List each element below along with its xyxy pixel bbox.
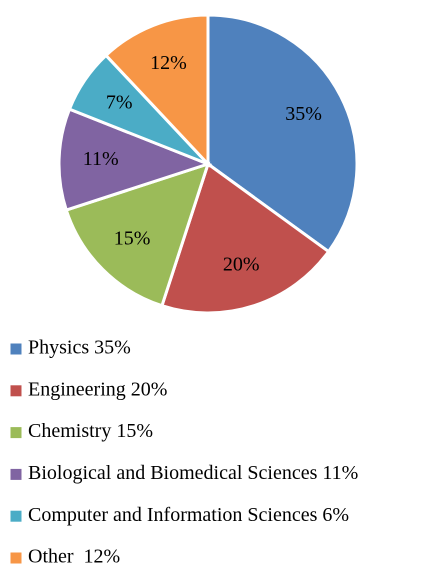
data-label: 12% <box>150 52 187 74</box>
legend-swatch <box>9 467 23 481</box>
legend-label: Computer and Information Sciences 6% <box>28 504 349 526</box>
pie-slice <box>206 13 359 254</box>
legend-swatch <box>9 426 23 440</box>
data-label: 15% <box>114 227 151 249</box>
legend-label: Chemistry 15% <box>28 420 153 442</box>
legend-label: Biological and Biomedical Sciences 11% <box>28 462 358 484</box>
data-label: 20% <box>223 254 260 276</box>
data-label: 11% <box>83 148 119 170</box>
legend-label: Physics 35% <box>28 337 131 359</box>
pie-slice <box>160 161 331 315</box>
legend-swatch <box>9 384 23 398</box>
data-label: 7% <box>106 91 133 113</box>
legend-swatch <box>9 342 23 356</box>
data-label: 35% <box>285 103 322 125</box>
legend-swatch <box>9 509 23 523</box>
legend-label: Engineering 20% <box>28 378 167 400</box>
pie-slice <box>103 13 210 168</box>
legend-label: Other 12% <box>28 546 120 568</box>
legend-swatch <box>9 551 23 565</box>
pie-slice <box>57 107 213 212</box>
